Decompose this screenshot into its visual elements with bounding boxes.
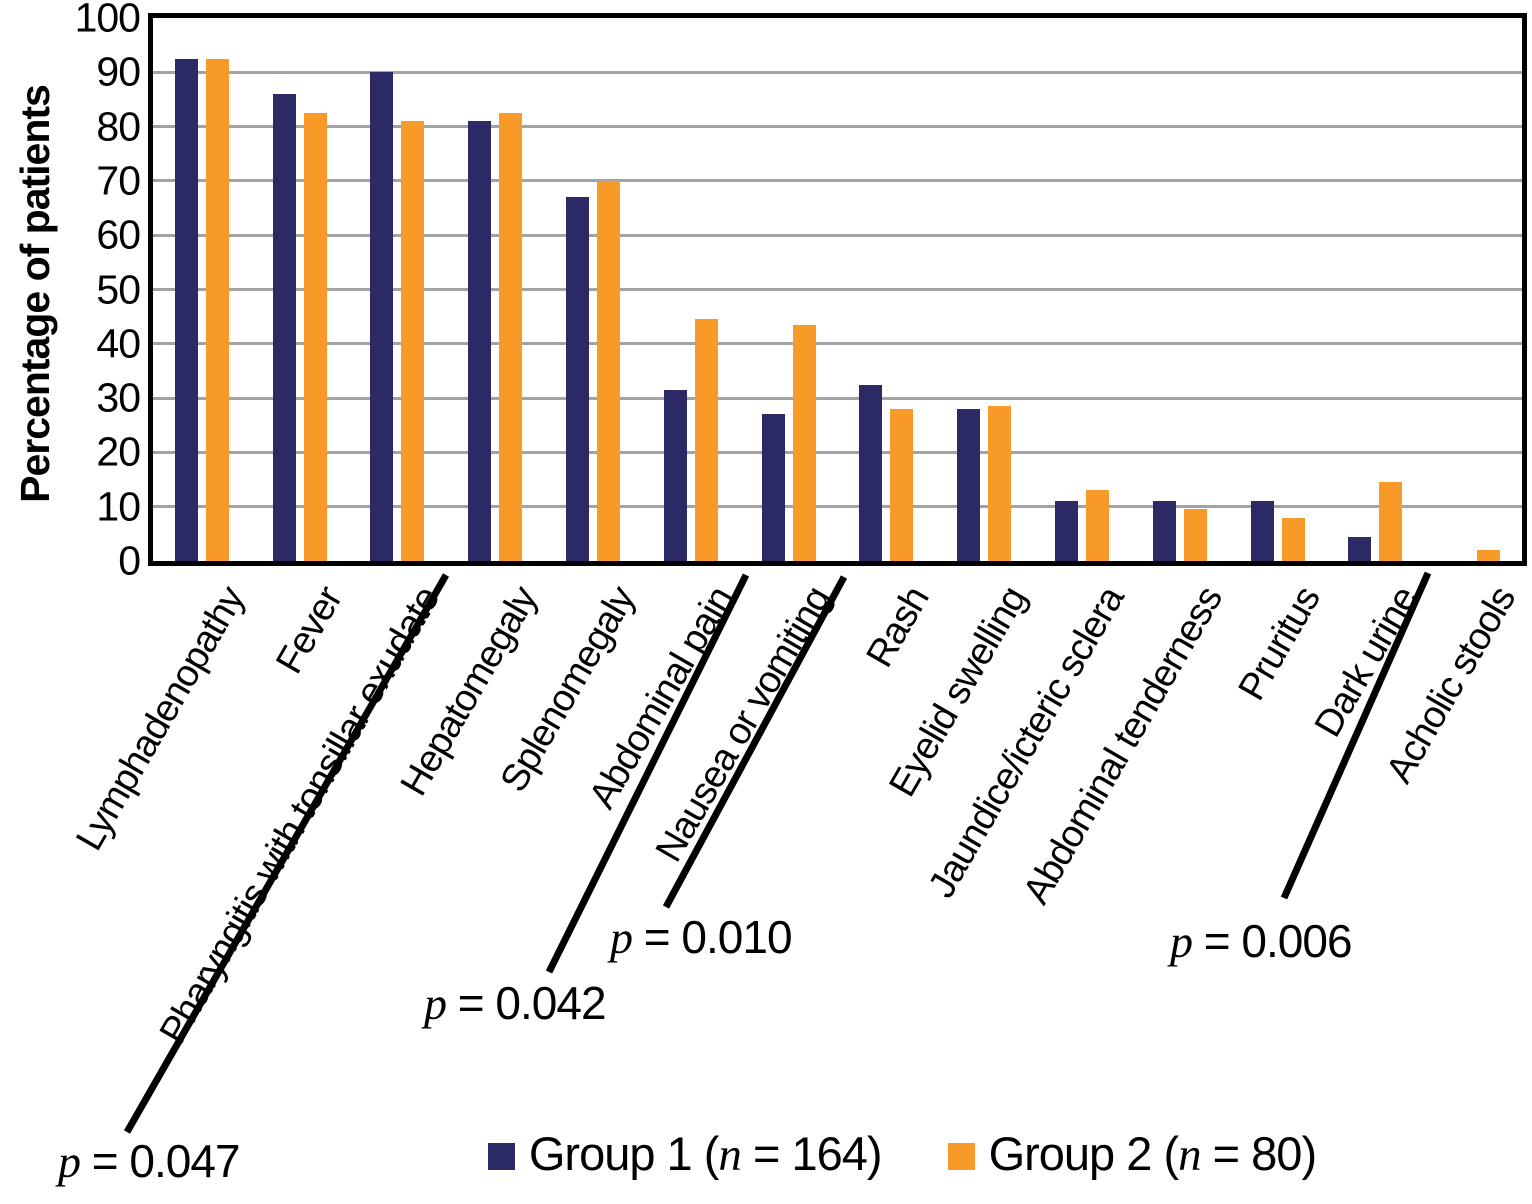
p-var: p bbox=[424, 978, 447, 1029]
x-category-label-1: Lymphadenopathy bbox=[68, 580, 253, 858]
p-rest: = 0.006 bbox=[1192, 915, 1353, 967]
y-tick-label: 60 bbox=[96, 211, 141, 258]
bar-group2-1 bbox=[205, 58, 229, 561]
y-tick-label: 0 bbox=[118, 537, 141, 584]
gridline bbox=[153, 70, 1522, 74]
y-tick-label: 30 bbox=[96, 374, 141, 421]
y-tick-label: 40 bbox=[96, 320, 141, 367]
legend-label-group2: Group 2 (n = 80) bbox=[988, 1127, 1318, 1181]
x-category-label-2: Fever bbox=[267, 580, 351, 681]
p-var: p bbox=[1170, 916, 1193, 967]
legend-label-group1-n: n bbox=[718, 1129, 741, 1181]
p-var: p bbox=[610, 912, 633, 963]
bar-group2-9 bbox=[988, 406, 1012, 561]
bar-group1-12 bbox=[1250, 501, 1274, 561]
p-value-label-4: p = 0.006 bbox=[1170, 915, 1353, 967]
gridline bbox=[153, 288, 1522, 291]
bar-group2-14 bbox=[1477, 550, 1501, 561]
bar-group1-8 bbox=[859, 384, 883, 561]
gridline bbox=[153, 396, 1522, 400]
bar-group2-6 bbox=[694, 319, 718, 561]
x-category-label-12: Pruritus bbox=[1230, 580, 1329, 708]
bar-group1-2 bbox=[272, 94, 296, 561]
legend-item-group1: Group 1 (n = 164) bbox=[487, 1127, 883, 1181]
legend-swatch-group2 bbox=[947, 1143, 975, 1170]
p-value-label-3: p = 0.010 bbox=[610, 911, 793, 963]
bar-group1-5 bbox=[566, 197, 590, 561]
gridline bbox=[153, 179, 1522, 183]
legend-item-group2: Group 2 (n = 80) bbox=[947, 1127, 1318, 1181]
legend-label-group1: Group 1 (n = 164) bbox=[528, 1127, 883, 1181]
gridline bbox=[153, 450, 1522, 454]
legend-label-group1-post: = 164) bbox=[740, 1127, 883, 1180]
legend-label-group2-post: = 80) bbox=[1200, 1127, 1317, 1180]
x-category-label-8: Rash bbox=[858, 580, 938, 675]
p-rest: = 0.042 bbox=[446, 977, 607, 1029]
p-var: p bbox=[58, 1136, 81, 1187]
bar-group2-2 bbox=[303, 113, 327, 561]
bar-group1-10 bbox=[1054, 501, 1078, 561]
bar-group2-13 bbox=[1379, 482, 1403, 561]
legend-swatch-group1 bbox=[487, 1143, 515, 1170]
gridline bbox=[153, 125, 1522, 129]
bar-group2-12 bbox=[1281, 517, 1305, 561]
y-tick-label: 80 bbox=[96, 103, 141, 150]
bar-group1-3 bbox=[370, 72, 394, 561]
y-tick-label: 90 bbox=[96, 48, 141, 95]
bar-group2-5 bbox=[597, 180, 621, 561]
legend-label-group2-n: n bbox=[1178, 1129, 1201, 1181]
y-tick-label: 50 bbox=[96, 266, 141, 312]
p-rest: = 0.047 bbox=[80, 1135, 241, 1187]
p-value-label-2: p = 0.042 bbox=[424, 977, 607, 1029]
bar-group2-8 bbox=[890, 408, 914, 561]
bar-group2-11 bbox=[1183, 509, 1207, 561]
gridline bbox=[153, 233, 1522, 237]
y-tick-label: 20 bbox=[96, 428, 141, 475]
bar-group2-3 bbox=[401, 121, 425, 561]
y-tick-label: 100 bbox=[74, 0, 141, 41]
legend-label-group1-pre: Group 1 ( bbox=[528, 1127, 720, 1180]
bar-group1-13 bbox=[1348, 536, 1372, 561]
p-value-label-1: p = 0.047 bbox=[58, 1135, 241, 1187]
bar-group1-9 bbox=[957, 408, 981, 561]
bar-group2-10 bbox=[1085, 490, 1109, 561]
legend-label-group2-pre: Group 2 ( bbox=[988, 1127, 1180, 1180]
y-tick-label: 10 bbox=[96, 483, 141, 530]
bar-group1-4 bbox=[468, 121, 492, 561]
gridline bbox=[153, 505, 1522, 509]
gridline bbox=[153, 342, 1522, 346]
bar-group1-7 bbox=[761, 414, 785, 561]
bar-group1-6 bbox=[663, 389, 687, 561]
bar-group2-4 bbox=[499, 113, 523, 561]
y-tick-label: 70 bbox=[96, 157, 141, 204]
bar-group1-11 bbox=[1152, 501, 1176, 561]
legend: Group 1 (n = 164) Group 2 (n = 80) bbox=[0, 1130, 1532, 1179]
p-rest: = 0.010 bbox=[632, 911, 793, 963]
bar-group1-1 bbox=[174, 58, 198, 561]
bar-group2-7 bbox=[792, 324, 816, 561]
